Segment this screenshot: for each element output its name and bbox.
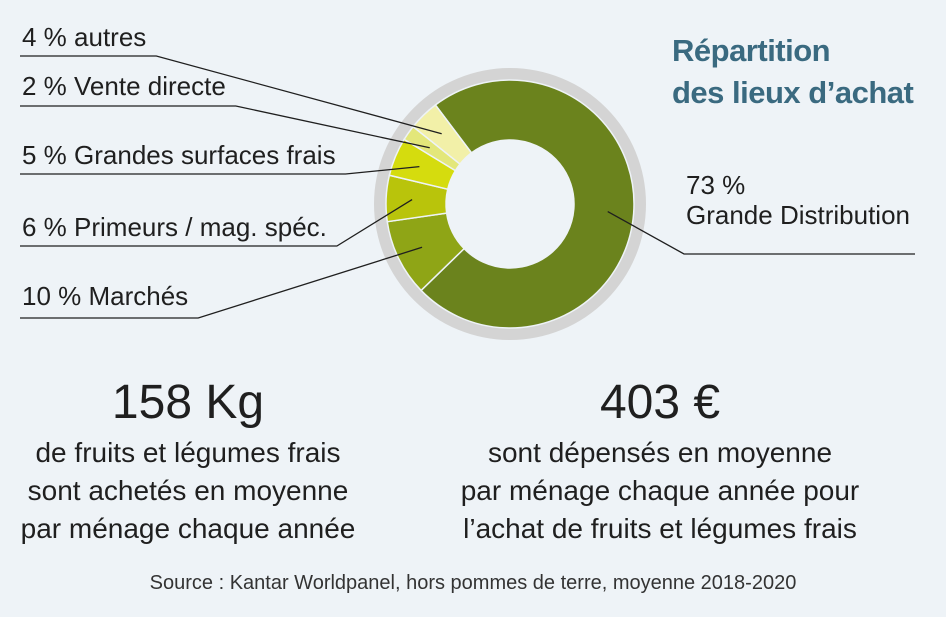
stat-weight-value: 158 Kg [111, 376, 265, 429]
slice-label: Grande Distribution [686, 200, 910, 230]
donut-hole [446, 140, 574, 268]
leader-line [20, 166, 420, 175]
stat-spending: 403 € sont dépensés en moyenne par ménag… [460, 374, 860, 548]
stat-spending-line: l’achat de fruits et légumes frais [463, 513, 857, 544]
stat-spending-value: 403 € [599, 376, 721, 429]
donut-chart: 73 %Grande Distribution 10 % Marchés 6 % P… [20, 22, 915, 340]
stat-weight: 158 Kg de fruits et légumes frais sont a… [18, 374, 358, 548]
stat-spending-line: sont dépensés en moyenne [487, 437, 833, 468]
stat-spending-line: par ménage chaque année pour [460, 475, 860, 506]
source-note: Source : Kantar Worldpanel, hors pommes … [149, 572, 797, 594]
slice-label: 4 % autres [22, 22, 146, 52]
leader-line [20, 199, 413, 247]
leader-line [20, 105, 430, 149]
leader-line [20, 246, 423, 319]
chart-title-line-1: Répartition [672, 33, 831, 68]
stat-weight-line: de fruits et légumes frais [35, 437, 341, 468]
chart-title: Répartition des lieux d’achat [672, 30, 932, 114]
slice-label: 73 % [686, 170, 745, 200]
stat-weight-line: sont achetés en moyenne [27, 475, 349, 506]
leader-line [20, 55, 442, 135]
stat-weight-line: par ménage chaque année [20, 513, 356, 544]
chart-title-line-2: des lieux d’achat [672, 75, 914, 110]
slice-label: 2 % Vente directe [22, 71, 226, 101]
slice-label: 6 % Primeurs / mag. spéc. [22, 212, 327, 242]
slice-label: 5 % Grandes surfaces frais [22, 140, 336, 170]
leader-line [607, 210, 915, 255]
slice-label: 10 % Marchés [22, 281, 188, 311]
